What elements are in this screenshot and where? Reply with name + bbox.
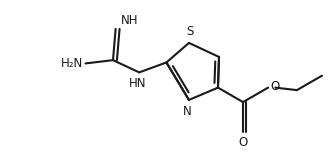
Text: S: S — [186, 25, 193, 38]
Text: N: N — [183, 105, 192, 117]
Text: HN: HN — [129, 77, 146, 90]
Text: O: O — [271, 80, 280, 93]
Text: H₂N: H₂N — [61, 57, 83, 70]
Text: NH: NH — [121, 14, 138, 27]
Text: O: O — [238, 136, 248, 149]
